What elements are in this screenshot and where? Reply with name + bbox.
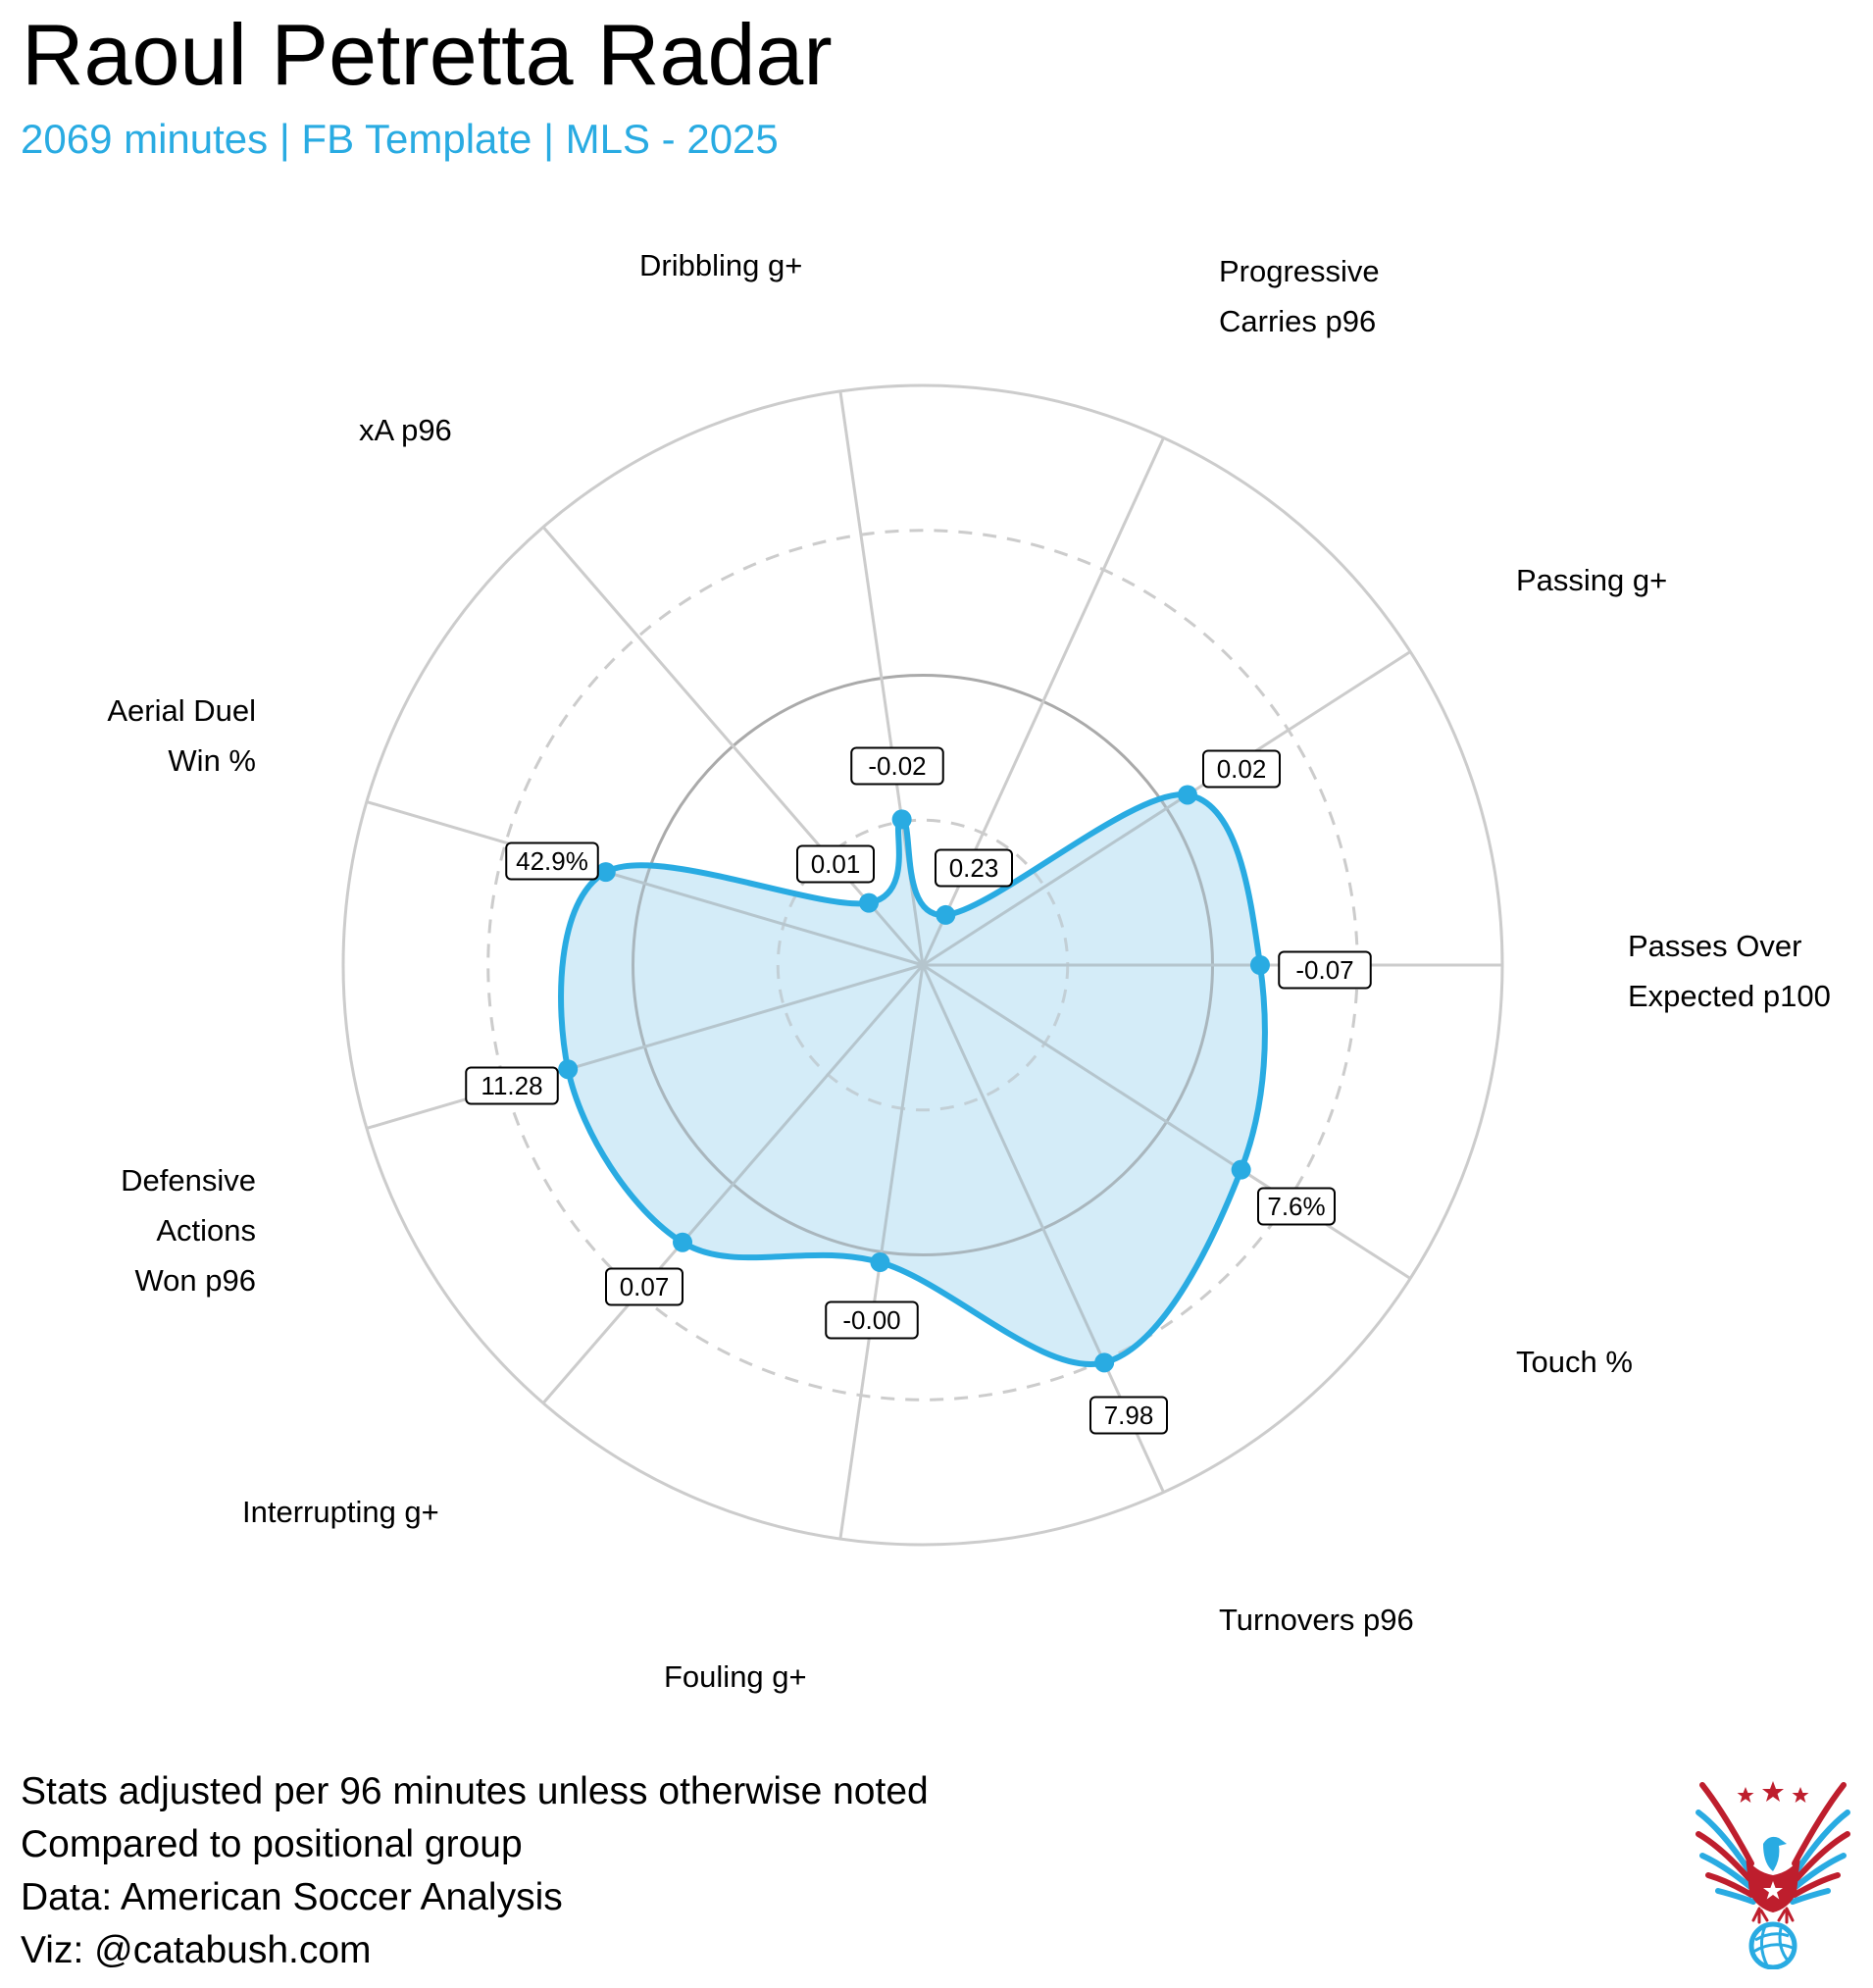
- data-point: [870, 1252, 890, 1273]
- data-point: [1177, 785, 1197, 805]
- axis-label-line: Progressive: [1219, 254, 1380, 288]
- chart-subtitle: 2069 minutes | FB Template | MLS - 2025: [21, 116, 779, 162]
- axis-label-turnovers: Turnovers p96: [1219, 1603, 1414, 1637]
- value-labels: -0.07 7.6% 7.98 -0.00 0.07 11.28 42.9% 0.01 -0.0…: [465, 746, 1372, 1435]
- value-label: -0.07: [1278, 950, 1372, 990]
- svg-text:42.9%: 42.9%: [516, 846, 588, 876]
- axis-label-progressive-carries: Progressive Carries p96: [1219, 246, 1380, 346]
- radar-points: [558, 785, 1270, 1373]
- value-label: 0.07: [605, 1267, 683, 1306]
- axis-label-passing: Passing g+: [1516, 563, 1668, 597]
- axis-label-line: Carries p96: [1219, 304, 1377, 338]
- data-point: [891, 809, 912, 830]
- value-label: 0.23: [935, 848, 1013, 888]
- footer-line-stats-note: Stats adjusted per 96 minutes unless oth…: [21, 1770, 929, 1812]
- axis-label-line: Defensive: [121, 1163, 256, 1198]
- soccer-ball-icon: [1748, 1921, 1797, 1969]
- axis-label-line: Passes Over: [1628, 929, 1802, 963]
- value-label: 11.28: [465, 1066, 559, 1105]
- axis-label-interrupting: Interrupting g+: [242, 1495, 439, 1529]
- axis-label-line: Win %: [168, 743, 256, 778]
- axis-label-passes-over-expected: Passes Over Expected p100: [1628, 921, 1831, 1021]
- footer-line-data-source: Data: American Soccer Analysis: [21, 1876, 563, 1918]
- svg-text:7.98: 7.98: [1104, 1401, 1154, 1430]
- axis-label-xa: xA p96: [359, 413, 452, 447]
- value-label: -0.02: [850, 746, 944, 786]
- eagle-soccer-ball-logo-icon: [1696, 1781, 1850, 1969]
- data-point: [595, 862, 616, 883]
- axis-label-line: Expected p100: [1628, 979, 1831, 1013]
- svg-text:0.07: 0.07: [620, 1272, 670, 1301]
- value-label: 7.6%: [1257, 1187, 1336, 1226]
- value-label: 42.9%: [505, 841, 599, 881]
- value-label: 7.98: [1089, 1396, 1168, 1435]
- grid-spoke: [541, 526, 925, 966]
- axis-label-touch: Touch %: [1516, 1345, 1633, 1379]
- footer-line-viz-credit: Viz: @catabush.com: [21, 1929, 372, 1971]
- svg-text:0.02: 0.02: [1217, 754, 1267, 784]
- data-point: [936, 904, 956, 925]
- data-point: [1094, 1352, 1115, 1373]
- svg-text:-0.07: -0.07: [1295, 955, 1353, 985]
- footer-notes: Stats adjusted per 96 minutes unless oth…: [21, 1765, 929, 1977]
- value-label: 0.01: [796, 844, 875, 884]
- chart-title: Raoul Petretta Radar: [22, 6, 833, 103]
- axis-label-aerial-duel: Aerial Duel Win %: [107, 686, 256, 786]
- axis-label-fouling: Fouling g+: [664, 1659, 807, 1694]
- data-point: [1249, 955, 1270, 975]
- svg-text:0.23: 0.23: [949, 853, 999, 883]
- svg-text:-0.00: -0.00: [842, 1305, 900, 1335]
- data-point: [859, 892, 880, 913]
- value-label: 0.02: [1202, 749, 1281, 789]
- axis-label-dribbling: Dribbling g+: [639, 248, 803, 282]
- axis-label-defensive-actions: Defensive Actions Won p96: [121, 1155, 256, 1305]
- svg-text:0.01: 0.01: [811, 849, 861, 879]
- radar-outline: [558, 791, 1268, 1367]
- svg-text:11.28: 11.28: [481, 1071, 542, 1100]
- svg-text:-0.02: -0.02: [868, 751, 926, 781]
- axis-label-line: Won p96: [134, 1263, 256, 1298]
- data-point: [1231, 1159, 1251, 1180]
- data-point: [673, 1232, 693, 1252]
- radar-area: [561, 794, 1265, 1365]
- svg-text:7.6%: 7.6%: [1267, 1192, 1325, 1221]
- data-point: [558, 1059, 579, 1080]
- value-label: -0.00: [825, 1300, 919, 1340]
- footer-line-comparison-note: Compared to positional group: [21, 1823, 523, 1865]
- axis-label-line: Actions: [156, 1213, 256, 1248]
- axis-label-line: Aerial Duel: [107, 693, 256, 728]
